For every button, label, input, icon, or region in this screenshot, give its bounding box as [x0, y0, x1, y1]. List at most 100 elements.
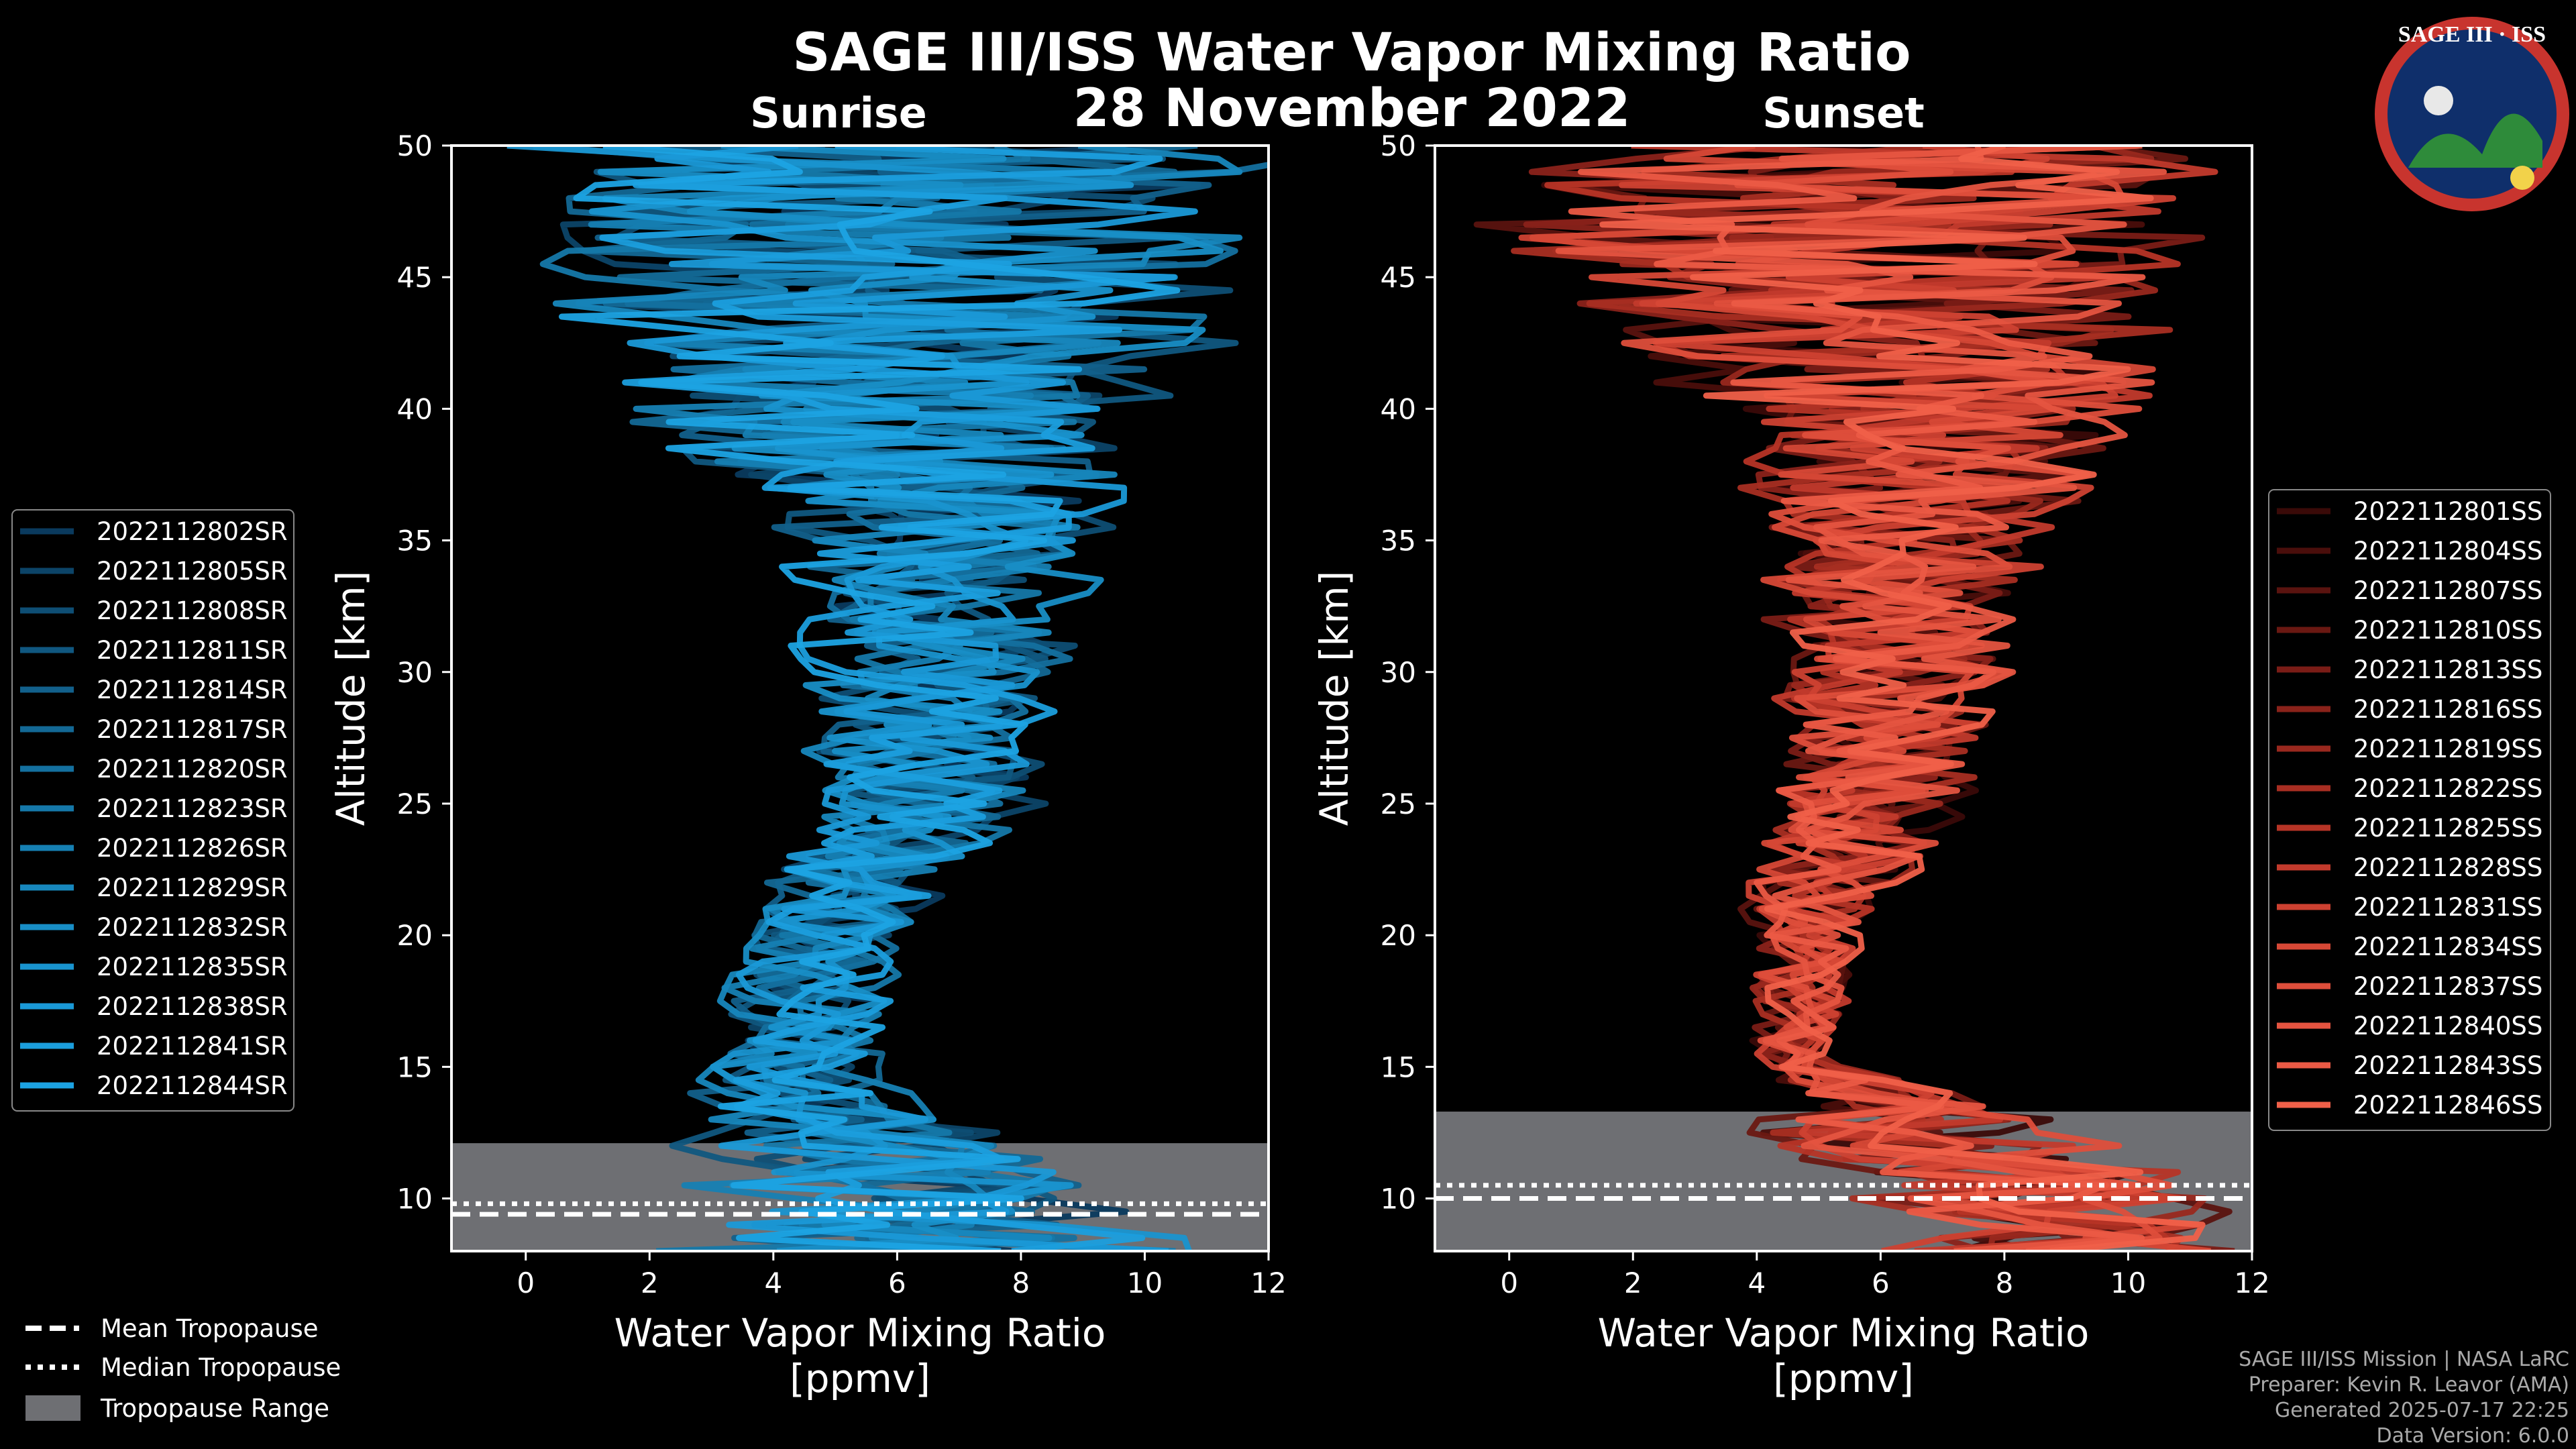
logo-sun: [2510, 166, 2534, 190]
sunset-ytick-label: 45: [1381, 261, 1416, 294]
sunrise-legend-box: [11, 509, 294, 1112]
sunset-legend: 2022112801SS 2022112804SS 2022112807SS 2022…: [2268, 489, 2551, 1131]
sunset-ytick-label: 20: [1381, 919, 1416, 952]
sunrise-xtick-label: 12: [1250, 1267, 1286, 1299]
sunrise-ytick-label: 20: [397, 919, 433, 952]
sunset-ytick-label: 10: [1381, 1183, 1416, 1216]
sunset-legend-label: 2022112822SS: [2353, 774, 2542, 803]
sunset-ytick-label: 25: [1381, 788, 1416, 820]
tropopause-legend: Mean Tropopause Median Tropopause Tropop…: [25, 1314, 341, 1423]
sunset-xtick-label: 8: [1996, 1267, 2014, 1299]
sunset-legend-label: 2022112801SS: [2353, 497, 2542, 526]
sunrise-legend-label: 2022112817SR: [97, 715, 288, 744]
sunrise-legend: 2022112802SR 2022112805SR 2022112808SR 2022…: [11, 509, 294, 1112]
sunset-panel: 0 2 4 6 8 10 12 10 15 20 25 30 35 40 45 50 Water Vapor M…: [1311, 129, 2270, 1401]
sunset-legend-label: 2022112831SS: [2353, 893, 2542, 922]
sunrise-legend-label: 2022112811SR: [97, 636, 288, 665]
sunrise-xtick-label: 10: [1127, 1267, 1163, 1299]
sunrise-series-line-2022112841SR: [599, 146, 1163, 1251]
sunset-ytick-label: 15: [1381, 1051, 1416, 1083]
sunrise-xlabel-line: [ppmv]: [790, 1356, 930, 1401]
sunrise-legend-label: 2022112826SR: [97, 834, 288, 863]
sunrise-legend-label: 2022112844SR: [97, 1071, 288, 1100]
sunset-legend-label: 2022112837SS: [2353, 972, 2542, 1001]
sunset-legend-label: 2022112843SS: [2353, 1051, 2542, 1080]
footer-version: Data Version: 6.0.0: [2377, 1424, 2569, 1448]
sunrise-ytick-label: 50: [397, 129, 433, 162]
sunrise-legend-label: 2022112832SR: [97, 913, 288, 942]
sunrise-xtick-label: 2: [641, 1267, 659, 1299]
sunset-legend-label: 2022112819SS: [2353, 735, 2542, 763]
footer-preparer: Preparer: Kevin R. Leavor (AMA): [2249, 1373, 2569, 1397]
sunrise-legend-label: 2022112841SR: [97, 1032, 288, 1061]
chart-date: 28 November 2022: [1073, 78, 1630, 139]
sunrise-xtick-label: 0: [517, 1267, 535, 1299]
sunrise-series-group: [506, 146, 1269, 1251]
sunrise-ytick-label: 45: [397, 261, 433, 294]
footer-mission: SAGE III/ISS Mission | NASA LaRC: [2239, 1348, 2569, 1371]
sunset-xtick-label: 10: [2110, 1267, 2146, 1299]
mean-tropopause-label: Mean Tropopause: [101, 1314, 319, 1343]
sunrise-ytick-label: 30: [397, 656, 433, 689]
sunrise-xtick-label: 6: [888, 1267, 906, 1299]
sunset-ytick-label: 50: [1381, 129, 1416, 162]
sunset-xtick-label: 4: [1748, 1267, 1766, 1299]
sunset-xtick-label: 6: [1872, 1267, 1890, 1299]
sunrise-legend-label: 2022112838SR: [97, 992, 288, 1021]
sunrise-legend-label: 2022112805SR: [97, 557, 288, 586]
logo-earth: [2408, 113, 2542, 168]
sunrise-series-line-2022112838SR: [627, 146, 1198, 1251]
sunset-legend-label: 2022112813SS: [2353, 655, 2542, 684]
tropopause-range-label: Tropopause Range: [100, 1394, 329, 1423]
sunrise-legend-label: 2022112808SR: [97, 596, 288, 625]
sunset-series-group: [1473, 146, 2235, 1251]
sunset-xlabel-line: [ppmv]: [1773, 1356, 1914, 1401]
sunset-legend-label: 2022112846SS: [2353, 1091, 2542, 1120]
sunset-ytick-label: 35: [1381, 525, 1416, 557]
sunset-series-line-2022112846SS: [1599, 146, 2206, 1251]
logo-text: SAGE III · ISS: [2398, 22, 2546, 47]
sunset-legend-box: [2268, 489, 2551, 1131]
sunset-xtick-label: 0: [1500, 1267, 1518, 1299]
sunrise-legend-label: 2022112814SR: [97, 676, 288, 704]
sunrise-legend-label: 2022112835SR: [97, 953, 288, 981]
sunset-ylabel: Altitude [km]: [1311, 571, 1357, 826]
sunset-legend-label: 2022112804SS: [2353, 537, 2542, 566]
footer-generated: Generated 2025-07-17 22:25: [2275, 1399, 2569, 1422]
sunset-legend-label: 2022112816SS: [2353, 695, 2542, 724]
chart-title: SAGE III/ISS Water Vapor Mixing Ratio: [792, 23, 1911, 83]
sunset-legend-label: 2022112825SS: [2353, 814, 2542, 843]
sunrise-ytick-label: 10: [397, 1183, 433, 1216]
sunrise-subtitle: Sunrise: [750, 89, 927, 138]
sunset-plot-frame: [1434, 144, 2253, 1252]
sunrise-panel: 0 2 4 6 8 10 12 10 15 20 25 30 35 40 45 50 Water Vapor M…: [328, 129, 1287, 1401]
sunset-legend-label: 2022112834SS: [2353, 932, 2542, 961]
footer: SAGE III/ISS Mission | NASA LaRC Prepare…: [2239, 1348, 2569, 1448]
sunrise-ytick-label: 40: [397, 392, 433, 425]
sunrise-ytick-label: 25: [397, 788, 433, 820]
sunset-ytick-label: 40: [1381, 392, 1416, 425]
sunrise-ytick-label: 15: [397, 1051, 433, 1083]
sage-logo: SAGE III · ISS: [2375, 17, 2569, 211]
sunset-xlabel-line: Water Vapor Mixing Ratio: [1598, 1310, 2090, 1356]
median-tropopause-label: Median Tropopause: [101, 1353, 341, 1382]
sunset-xtick-label: 12: [2234, 1267, 2269, 1299]
sunrise-legend-label: 2022112823SR: [97, 794, 288, 823]
sunrise-xtick-label: 4: [764, 1267, 782, 1299]
sunrise-legend-label: 2022112820SR: [97, 755, 288, 784]
sunset-xtick-label: 2: [1624, 1267, 1642, 1299]
sunrise-series-line-2022112844SR: [558, 146, 1181, 1251]
sunrise-xlabel-line: Water Vapor Mixing Ratio: [614, 1310, 1106, 1356]
sunrise-legend-label: 2022112802SR: [97, 517, 288, 546]
tropopause-range-swatch: [25, 1395, 80, 1421]
sunrise-ylabel: Altitude [km]: [328, 571, 374, 826]
sunset-ytick-label: 30: [1381, 656, 1416, 689]
sunset-subtitle: Sunset: [1762, 89, 1925, 138]
sunset-legend-label: 2022112840SS: [2353, 1012, 2542, 1040]
sunrise-plot-frame: [450, 144, 1270, 1252]
sunset-legend-label: 2022112810SS: [2353, 616, 2542, 645]
sunrise-ytick-label: 35: [397, 525, 433, 557]
sunset-legend-label: 2022112807SS: [2353, 576, 2542, 605]
sunrise-legend-label: 2022112829SR: [97, 873, 288, 902]
